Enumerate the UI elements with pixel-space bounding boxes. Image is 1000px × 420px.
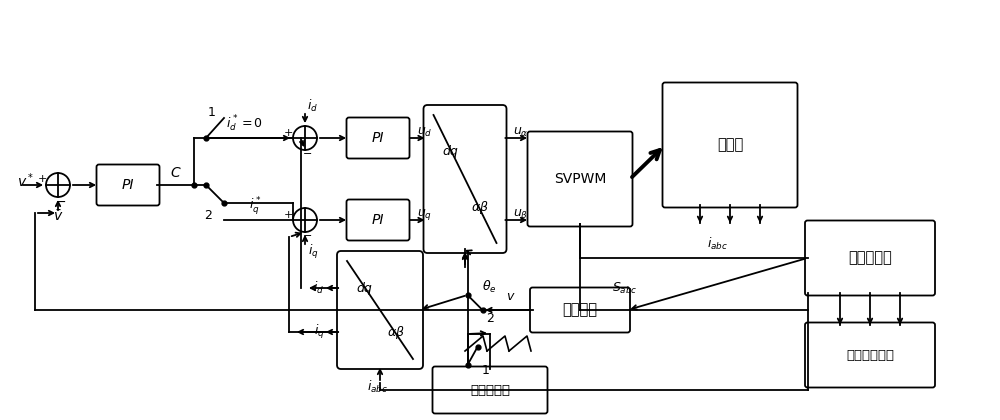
FancyBboxPatch shape xyxy=(97,165,160,205)
Text: $u_\alpha$: $u_\alpha$ xyxy=(513,126,528,139)
Text: $i^*_q$: $i^*_q$ xyxy=(249,195,261,217)
FancyBboxPatch shape xyxy=(528,131,633,226)
Text: $S_{abc}$: $S_{abc}$ xyxy=(612,281,638,296)
Text: $i_d$: $i_d$ xyxy=(307,98,319,114)
Text: dq: dq xyxy=(357,281,372,294)
Text: 永磁直线电机: 永磁直线电机 xyxy=(846,349,894,362)
Text: $\alpha\beta$: $\alpha\beta$ xyxy=(387,323,405,341)
FancyBboxPatch shape xyxy=(337,251,423,369)
Text: $\theta_e$: $\theta_e$ xyxy=(482,279,497,295)
Text: 角度发生器: 角度发生器 xyxy=(470,383,510,396)
Text: $v$: $v$ xyxy=(506,289,515,302)
Text: 2: 2 xyxy=(487,312,494,325)
Text: 2: 2 xyxy=(204,208,212,221)
Text: $C$: $C$ xyxy=(170,166,181,180)
Text: 1: 1 xyxy=(482,363,489,376)
Text: $i_q$: $i_q$ xyxy=(314,323,324,341)
Text: $u_d$: $u_d$ xyxy=(417,126,433,139)
Text: PI: PI xyxy=(372,131,384,145)
Text: −: − xyxy=(303,231,313,241)
Text: SVPWM: SVPWM xyxy=(554,172,606,186)
Text: −: − xyxy=(303,149,313,159)
FancyBboxPatch shape xyxy=(662,82,798,207)
Text: +: + xyxy=(283,210,293,220)
FancyBboxPatch shape xyxy=(347,200,410,241)
FancyBboxPatch shape xyxy=(805,220,935,296)
Text: 电流传感器: 电流传感器 xyxy=(848,250,892,265)
FancyBboxPatch shape xyxy=(805,323,935,388)
FancyBboxPatch shape xyxy=(424,105,507,253)
Text: $i_d$: $i_d$ xyxy=(313,280,325,296)
Text: $v^*$: $v^*$ xyxy=(17,172,35,190)
Text: $u_\beta$: $u_\beta$ xyxy=(513,207,528,221)
Text: $i_{abc}$: $i_{abc}$ xyxy=(707,236,728,252)
Text: −: − xyxy=(56,195,66,208)
Text: $u_q$: $u_q$ xyxy=(417,207,433,221)
FancyBboxPatch shape xyxy=(530,288,630,333)
Text: $i^*_d=0$: $i^*_d=0$ xyxy=(226,114,264,134)
Text: 1: 1 xyxy=(208,105,216,118)
Text: $i_{abc}$: $i_{abc}$ xyxy=(367,379,389,395)
Text: $\bar{v}$: $\bar{v}$ xyxy=(53,210,63,224)
FancyBboxPatch shape xyxy=(433,367,548,414)
Text: PI: PI xyxy=(122,178,134,192)
Text: +: + xyxy=(283,128,293,138)
Text: $\alpha\beta$: $\alpha\beta$ xyxy=(471,199,489,215)
Text: $i_q$: $i_q$ xyxy=(308,243,318,261)
Text: +: + xyxy=(37,174,47,184)
Text: PI: PI xyxy=(372,213,384,227)
Text: 位置估计: 位置估计 xyxy=(562,302,598,318)
FancyBboxPatch shape xyxy=(347,118,410,158)
Text: 逆变器: 逆变器 xyxy=(717,137,743,152)
Text: dq: dq xyxy=(442,144,458,158)
